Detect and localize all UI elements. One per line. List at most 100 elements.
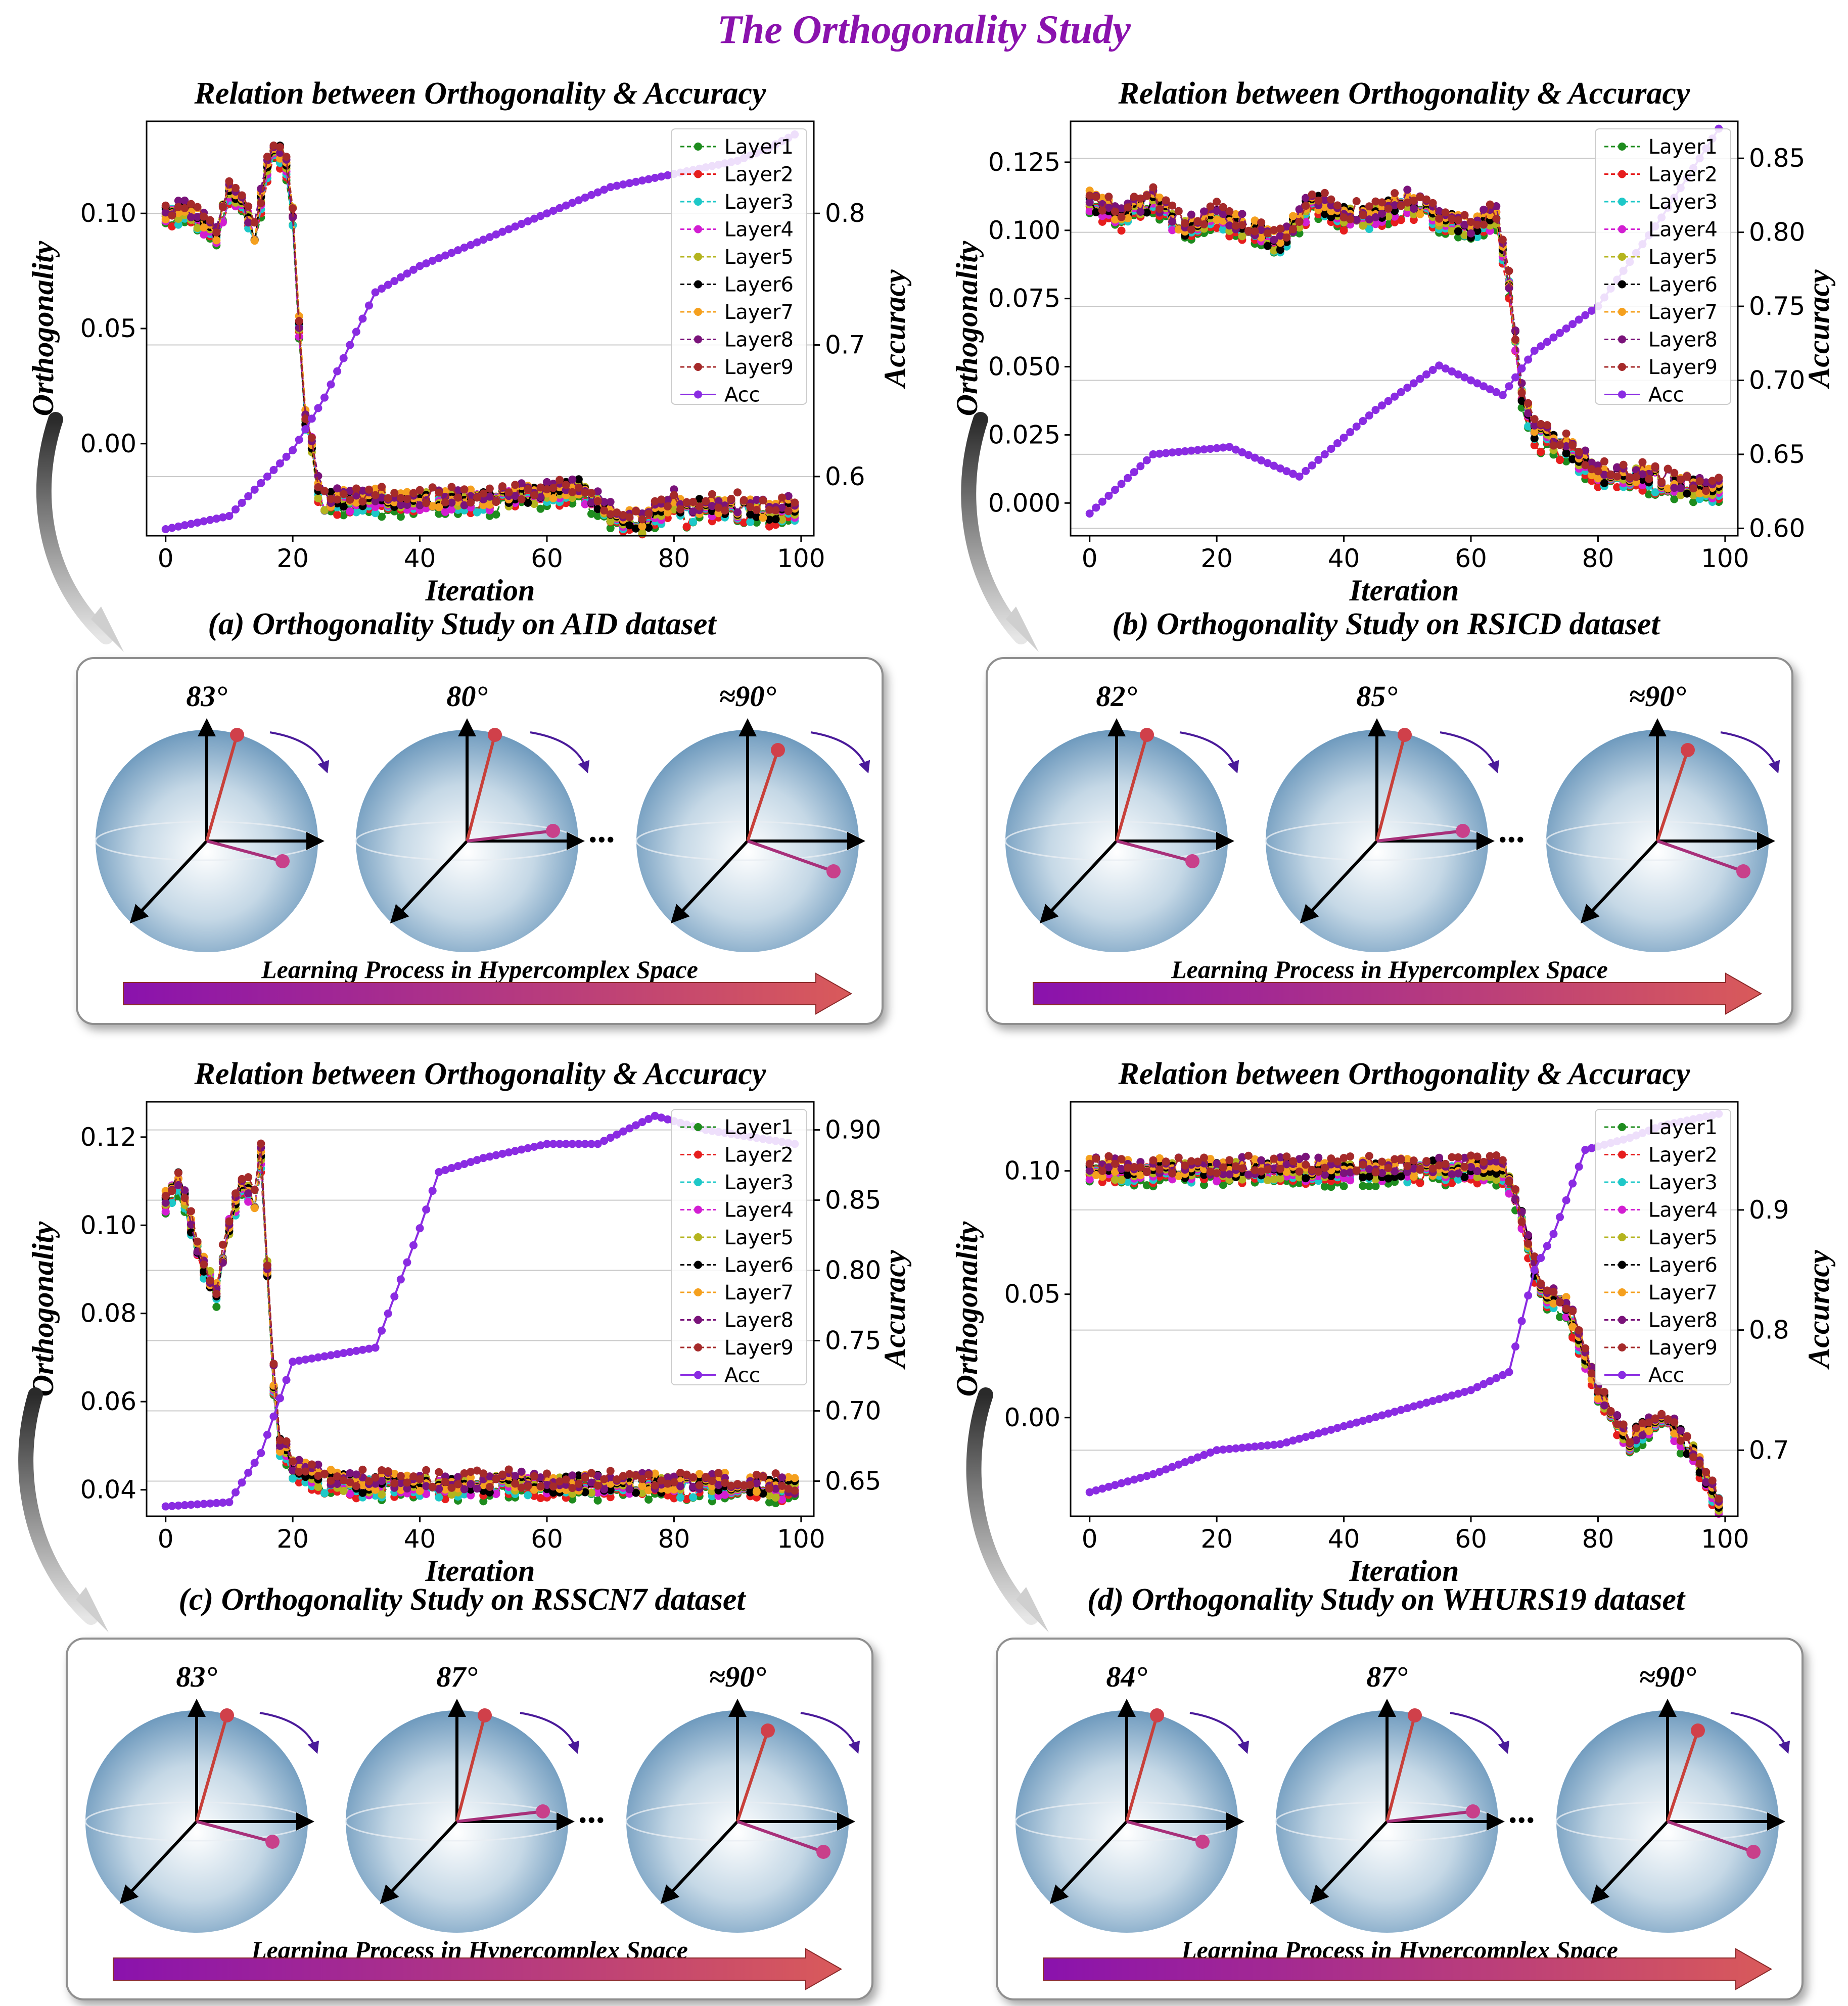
- orthogonality-point: [1320, 189, 1329, 197]
- orthogonality-point: [771, 506, 780, 515]
- rotation-arrow: [1450, 1712, 1510, 1754]
- orthogonality-point: [1416, 210, 1424, 218]
- orthogonality-point: [1664, 464, 1672, 473]
- accuracy-point: [1295, 1434, 1304, 1443]
- orthogonality-point: [1142, 1168, 1151, 1177]
- orthogonality-point: [346, 495, 354, 504]
- orthogonality-point: [174, 214, 182, 223]
- orthogonality-point: [511, 481, 520, 489]
- orthogonality-point: [511, 1479, 520, 1488]
- accuracy-point: [1308, 461, 1316, 470]
- orthogonality-point: [1606, 1407, 1615, 1415]
- orthogonality-point: [733, 508, 742, 517]
- orthogonality-point: [180, 1194, 189, 1202]
- accuracy-point: [1193, 1453, 1202, 1462]
- orthogonality-point: [365, 1477, 373, 1485]
- orthogonality-point: [536, 1482, 545, 1490]
- orthogonality-point: [625, 1470, 634, 1478]
- orthogonality-point: [765, 505, 773, 514]
- accuracy-point: [651, 173, 659, 182]
- orthogonality-point: [1448, 1170, 1456, 1179]
- orthogonality-point: [1295, 205, 1304, 214]
- orthogonality-point: [212, 236, 221, 245]
- orthogonality-point: [702, 497, 710, 505]
- rotation-arrow: [1730, 1712, 1790, 1754]
- accuracy-point: [454, 1162, 462, 1171]
- orthogonality-point: [473, 1484, 481, 1493]
- accuracy-point: [435, 1168, 443, 1176]
- accuracy-point: [1231, 445, 1240, 454]
- x-tick-label: 80: [1582, 544, 1614, 573]
- orthogonality-point: [1530, 434, 1539, 443]
- orthogonality-point: [295, 1468, 303, 1476]
- accuracy-point: [1213, 1446, 1221, 1455]
- orthogonality-point: [517, 1467, 526, 1476]
- orthogonality-point: [327, 1466, 335, 1474]
- orthogonality-point: [1200, 1181, 1208, 1189]
- accuracy-point: [257, 1449, 265, 1457]
- orthogonality-point: [530, 1472, 538, 1480]
- orthogonality-point: [1428, 199, 1437, 207]
- orthogonality-point: [390, 1470, 399, 1478]
- orthogonality-point: [1454, 1175, 1462, 1184]
- learning-progress-arrow: [123, 972, 853, 1015]
- orthogonality-point: [689, 1493, 698, 1502]
- orthogonality-point: [371, 1473, 380, 1482]
- orthogonality-point: [1562, 1298, 1570, 1307]
- orthogonality-point: [778, 493, 787, 502]
- hypercomplex-diagram: [1004, 718, 1780, 952]
- orthogonality-point: [352, 498, 360, 507]
- orthogonality-point: [289, 213, 297, 222]
- orthogonality-point: [384, 1467, 392, 1476]
- orthogonality-point: [784, 507, 793, 516]
- accuracy-point: [1302, 466, 1310, 475]
- accuracy-point: [1181, 447, 1189, 455]
- accuracy-point: [1384, 1409, 1393, 1418]
- orthogonality-point: [1403, 198, 1412, 207]
- orthogonality-point: [778, 516, 787, 524]
- orthogonality-point: [1295, 1161, 1304, 1170]
- orthogonality-point: [1371, 197, 1380, 206]
- accuracy-point: [524, 1144, 532, 1152]
- y-axis-label: Orthogonality: [950, 1221, 984, 1396]
- accuracy-point: [415, 1224, 424, 1233]
- orthogonality-point: [1524, 409, 1533, 417]
- accuracy-point: [504, 225, 513, 234]
- ellipsis: ...: [588, 811, 615, 850]
- orthogonality-point: [1480, 220, 1488, 229]
- orthogonality-point: [740, 1481, 748, 1489]
- sphere-1: [1014, 1699, 1250, 1933]
- orthogonality-point: [1352, 197, 1361, 206]
- orthogonality-point: [225, 1217, 234, 1226]
- orthogonality-point: [1492, 202, 1501, 211]
- orthogonality-point: [333, 1472, 342, 1481]
- accuracy-point: [1346, 1420, 1355, 1429]
- orthogonality-point: [663, 1491, 672, 1500]
- orthogonality-point: [232, 183, 240, 192]
- orthogonality-point: [263, 153, 271, 161]
- orthogonality-point: [1676, 1426, 1685, 1435]
- orthogonality-point: [422, 1466, 431, 1474]
- orthogonality-point: [574, 1471, 583, 1480]
- orthogonality-point: [1213, 216, 1221, 224]
- orthogonality-point: [1231, 221, 1240, 230]
- x-tick-label: 0: [1082, 1524, 1098, 1554]
- accuracy-point: [238, 498, 246, 507]
- orthogonality-point: [1251, 1155, 1259, 1163]
- accuracy-point: [1378, 401, 1386, 410]
- accuracy-point: [1346, 428, 1355, 436]
- orthogonality-point: [276, 164, 284, 173]
- orthogonality-point: [1480, 205, 1488, 214]
- y2-tick-label: 0.65: [825, 1467, 881, 1496]
- orthogonality-point: [752, 505, 761, 514]
- orthogonality-point: [454, 493, 462, 502]
- orthogonality-point: [1645, 1418, 1653, 1427]
- orthogonality-point: [1270, 1154, 1278, 1163]
- orthogonality-point: [1314, 1168, 1323, 1176]
- orthogonality-point: [613, 508, 621, 517]
- accuracy-point: [282, 1376, 291, 1384]
- accuracy-point: [250, 485, 259, 494]
- orthogonality-point: [403, 500, 411, 509]
- x-tick-label: 80: [658, 544, 690, 573]
- accuracy-point: [1206, 1449, 1215, 1457]
